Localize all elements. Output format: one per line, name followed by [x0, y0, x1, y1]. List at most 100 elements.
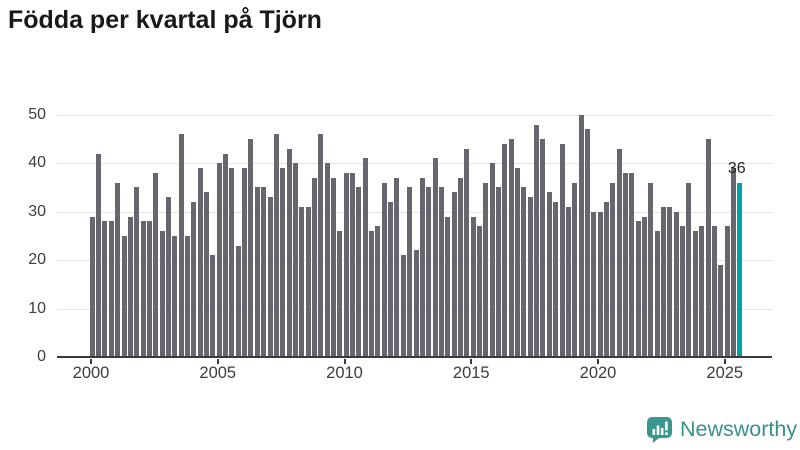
- bar-2020Q2: [603, 202, 609, 357]
- bar-2009Q1: [318, 134, 324, 357]
- bar-2018Q4: [565, 206, 571, 357]
- bar-2014Q4: [464, 148, 470, 357]
- gridline-30: [57, 211, 772, 213]
- bar-2018Q3: [559, 143, 565, 357]
- bar-2017Q2: [527, 197, 533, 357]
- bar-2015Q3: [483, 182, 489, 357]
- x-tick-2015: [470, 358, 473, 364]
- bar-2005Q4: [235, 245, 241, 357]
- x-tick-2000: [90, 358, 92, 364]
- bar-2010Q4: [362, 158, 368, 357]
- bar-2009Q2: [324, 163, 330, 357]
- gridline-40: [57, 163, 772, 165]
- bar-2016Q3: [508, 139, 514, 357]
- bar-2008Q3: [305, 206, 311, 357]
- bar-2015Q2: [476, 226, 482, 357]
- chart-title: Födda per kvartal på Tjörn: [8, 6, 322, 34]
- bar-2010Q2: [350, 172, 356, 357]
- bar-2007Q2: [273, 134, 279, 357]
- bar-2013Q3: [432, 158, 438, 357]
- bar-2004Q1: [191, 202, 197, 357]
- bar-2009Q3: [331, 177, 336, 357]
- x-tick-2005: [216, 358, 219, 364]
- x-tick-label-2025: 2025: [706, 364, 744, 382]
- y-tick-label-30: 30: [28, 202, 46, 220]
- bar-2025Q1: [724, 226, 730, 357]
- bar-2017Q3: [534, 124, 540, 357]
- bar-2018Q2: [553, 202, 559, 357]
- bar-2024Q3: [711, 226, 717, 357]
- bar-2023Q3: [686, 182, 692, 357]
- y-tick-label-40: 40: [28, 154, 46, 172]
- bar-2002Q1: [140, 221, 146, 357]
- bar-2005Q2: [223, 153, 229, 357]
- x-tick-2025: [723, 358, 726, 364]
- bar-2021Q3: [635, 221, 641, 357]
- bar-2001Q3: [127, 216, 133, 357]
- bar-2021Q1: [622, 172, 628, 357]
- bar-2014Q3: [457, 177, 463, 357]
- bar-2005Q3: [229, 168, 235, 357]
- bar-2012Q1: [394, 177, 400, 357]
- bar-2006Q3: [254, 187, 260, 357]
- x-tick-label-2005: 2005: [199, 364, 237, 382]
- x-tick-2020: [597, 358, 599, 364]
- bar-2007Q4: [286, 148, 292, 357]
- bar-2008Q2: [299, 206, 305, 357]
- bar-2022Q3: [661, 206, 667, 357]
- bar-2013Q4: [438, 187, 444, 357]
- bar-2010Q1: [343, 172, 349, 357]
- bar-2014Q1: [445, 216, 451, 357]
- x-tick-label-2020: 2020: [579, 364, 617, 382]
- bar-2016Q2: [502, 143, 508, 357]
- bar-2023Q4: [692, 231, 698, 357]
- bar-2024Q4: [718, 264, 724, 357]
- bar-2004Q2: [197, 168, 203, 357]
- bar-2012Q2: [400, 255, 406, 357]
- bar-2018Q1: [546, 192, 552, 357]
- newsworthy-wordmark: Newsworthy: [680, 417, 798, 441]
- bar-2022Q4: [667, 206, 673, 357]
- gridline-50: [57, 114, 772, 116]
- bar-2013Q1: [419, 177, 425, 357]
- bar-2008Q4: [311, 177, 317, 357]
- bar-2021Q4: [642, 216, 648, 357]
- bar-2015Q4: [489, 163, 495, 357]
- bar-2003Q2: [172, 235, 178, 357]
- bar-2006Q4: [261, 187, 267, 357]
- x-tick-label-2010: 2010: [326, 364, 363, 382]
- bar-2012Q4: [413, 250, 419, 357]
- bar-2024Q2: [705, 139, 711, 357]
- bar-2016Q4: [515, 168, 521, 357]
- bar-2002Q4: [159, 231, 165, 357]
- bar-2004Q3: [204, 192, 210, 357]
- bar-2007Q3: [280, 168, 286, 357]
- bar-2019Q1: [572, 182, 578, 357]
- bar-2025Q3: [737, 182, 743, 357]
- bar-2015Q1: [470, 216, 476, 357]
- bar-2017Q1: [521, 187, 527, 357]
- bar-2022Q1: [648, 182, 654, 357]
- bar-2000Q2: [96, 153, 102, 357]
- y-tick-label-20: 20: [28, 251, 46, 269]
- bar-2012Q3: [407, 187, 413, 357]
- bar-2003Q3: [178, 134, 184, 357]
- bar-2001Q4: [134, 187, 140, 357]
- newsworthy-icon: [646, 416, 673, 443]
- bar-2016Q1: [496, 187, 502, 357]
- bar-2000Q1: [89, 216, 95, 357]
- x-tick-label-2015: 2015: [452, 364, 490, 382]
- bar-2019Q2: [578, 114, 584, 357]
- bar-2024Q1: [699, 226, 705, 357]
- bar-2011Q3: [381, 182, 387, 357]
- bar-2000Q4: [108, 221, 114, 357]
- bar-2020Q4: [616, 148, 622, 357]
- bar-2013Q2: [426, 187, 432, 357]
- bar-2002Q3: [153, 172, 159, 357]
- x-tick-2010: [343, 358, 346, 364]
- bar-2011Q2: [375, 226, 381, 357]
- bar-2023Q2: [680, 226, 686, 357]
- newsworthy-logo[interactable]: Newsworthy: [646, 416, 797, 443]
- bar-2020Q1: [597, 211, 603, 357]
